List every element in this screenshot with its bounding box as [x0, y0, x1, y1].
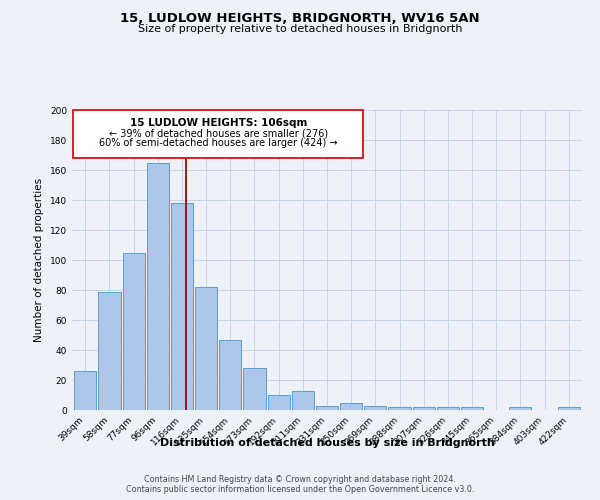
Text: 15, LUDLOW HEIGHTS, BRIDGNORTH, WV16 5AN: 15, LUDLOW HEIGHTS, BRIDGNORTH, WV16 5AN	[120, 12, 480, 26]
Bar	[557, 407, 580, 410]
Bar	[98, 292, 121, 410]
Bar	[388, 407, 410, 410]
Text: ← 39% of detached houses are smaller (276): ← 39% of detached houses are smaller (27…	[109, 128, 328, 138]
Bar	[244, 368, 266, 410]
Bar	[122, 252, 145, 410]
Bar	[195, 287, 217, 410]
Bar	[437, 407, 459, 410]
Text: Size of property relative to detached houses in Bridgnorth: Size of property relative to detached ho…	[138, 24, 462, 34]
Bar	[461, 407, 483, 410]
Bar	[340, 402, 362, 410]
Text: 60% of semi-detached houses are larger (424) →: 60% of semi-detached houses are larger (…	[99, 138, 337, 148]
Y-axis label: Number of detached properties: Number of detached properties	[34, 178, 44, 342]
FancyBboxPatch shape	[73, 110, 363, 158]
Bar	[316, 406, 338, 410]
Bar	[364, 406, 386, 410]
Text: 15 LUDLOW HEIGHTS: 106sqm: 15 LUDLOW HEIGHTS: 106sqm	[130, 118, 307, 128]
Bar	[74, 371, 97, 410]
Bar	[219, 340, 241, 410]
Bar	[171, 203, 193, 410]
Bar	[292, 390, 314, 410]
Text: Contains HM Land Registry data © Crown copyright and database right 2024.: Contains HM Land Registry data © Crown c…	[144, 475, 456, 484]
Bar	[268, 395, 290, 410]
Text: Distribution of detached houses by size in Bridgnorth: Distribution of detached houses by size …	[160, 438, 494, 448]
Text: Contains public sector information licensed under the Open Government Licence v3: Contains public sector information licen…	[126, 485, 474, 494]
Bar	[509, 407, 532, 410]
Bar	[413, 407, 435, 410]
Bar	[146, 162, 169, 410]
